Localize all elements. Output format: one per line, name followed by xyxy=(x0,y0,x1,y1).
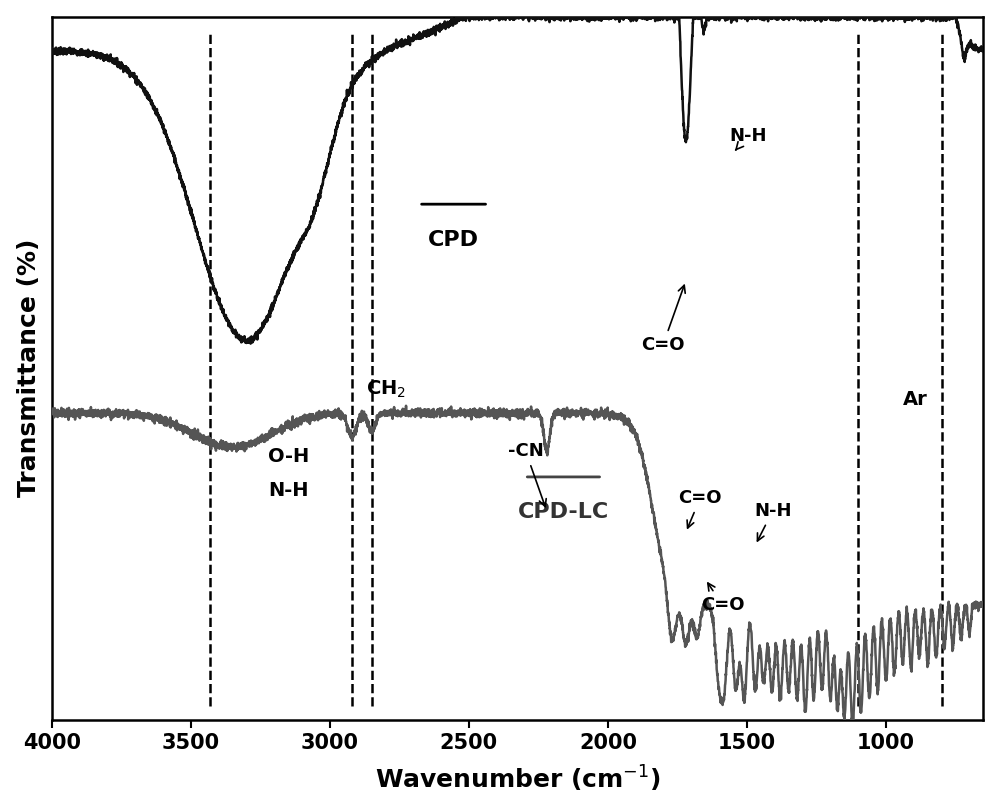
X-axis label: Wavenumber (cm$^{-1}$): Wavenumber (cm$^{-1}$) xyxy=(375,764,660,794)
Text: C=O: C=O xyxy=(678,489,722,528)
Text: C=O: C=O xyxy=(701,583,744,614)
Text: CPD-LC: CPD-LC xyxy=(518,503,609,522)
Text: CH$_2$: CH$_2$ xyxy=(366,379,406,400)
Text: CPD: CPD xyxy=(428,230,479,250)
Text: N-H: N-H xyxy=(729,127,766,150)
Text: Ar: Ar xyxy=(903,390,928,409)
Y-axis label: Transmittance (%): Transmittance (%) xyxy=(17,239,41,497)
Text: C=O: C=O xyxy=(641,285,685,354)
Text: N-H: N-H xyxy=(268,481,308,500)
Text: O-H: O-H xyxy=(268,447,309,466)
Text: -CN: -CN xyxy=(508,442,546,507)
Text: N-H: N-H xyxy=(754,502,791,541)
